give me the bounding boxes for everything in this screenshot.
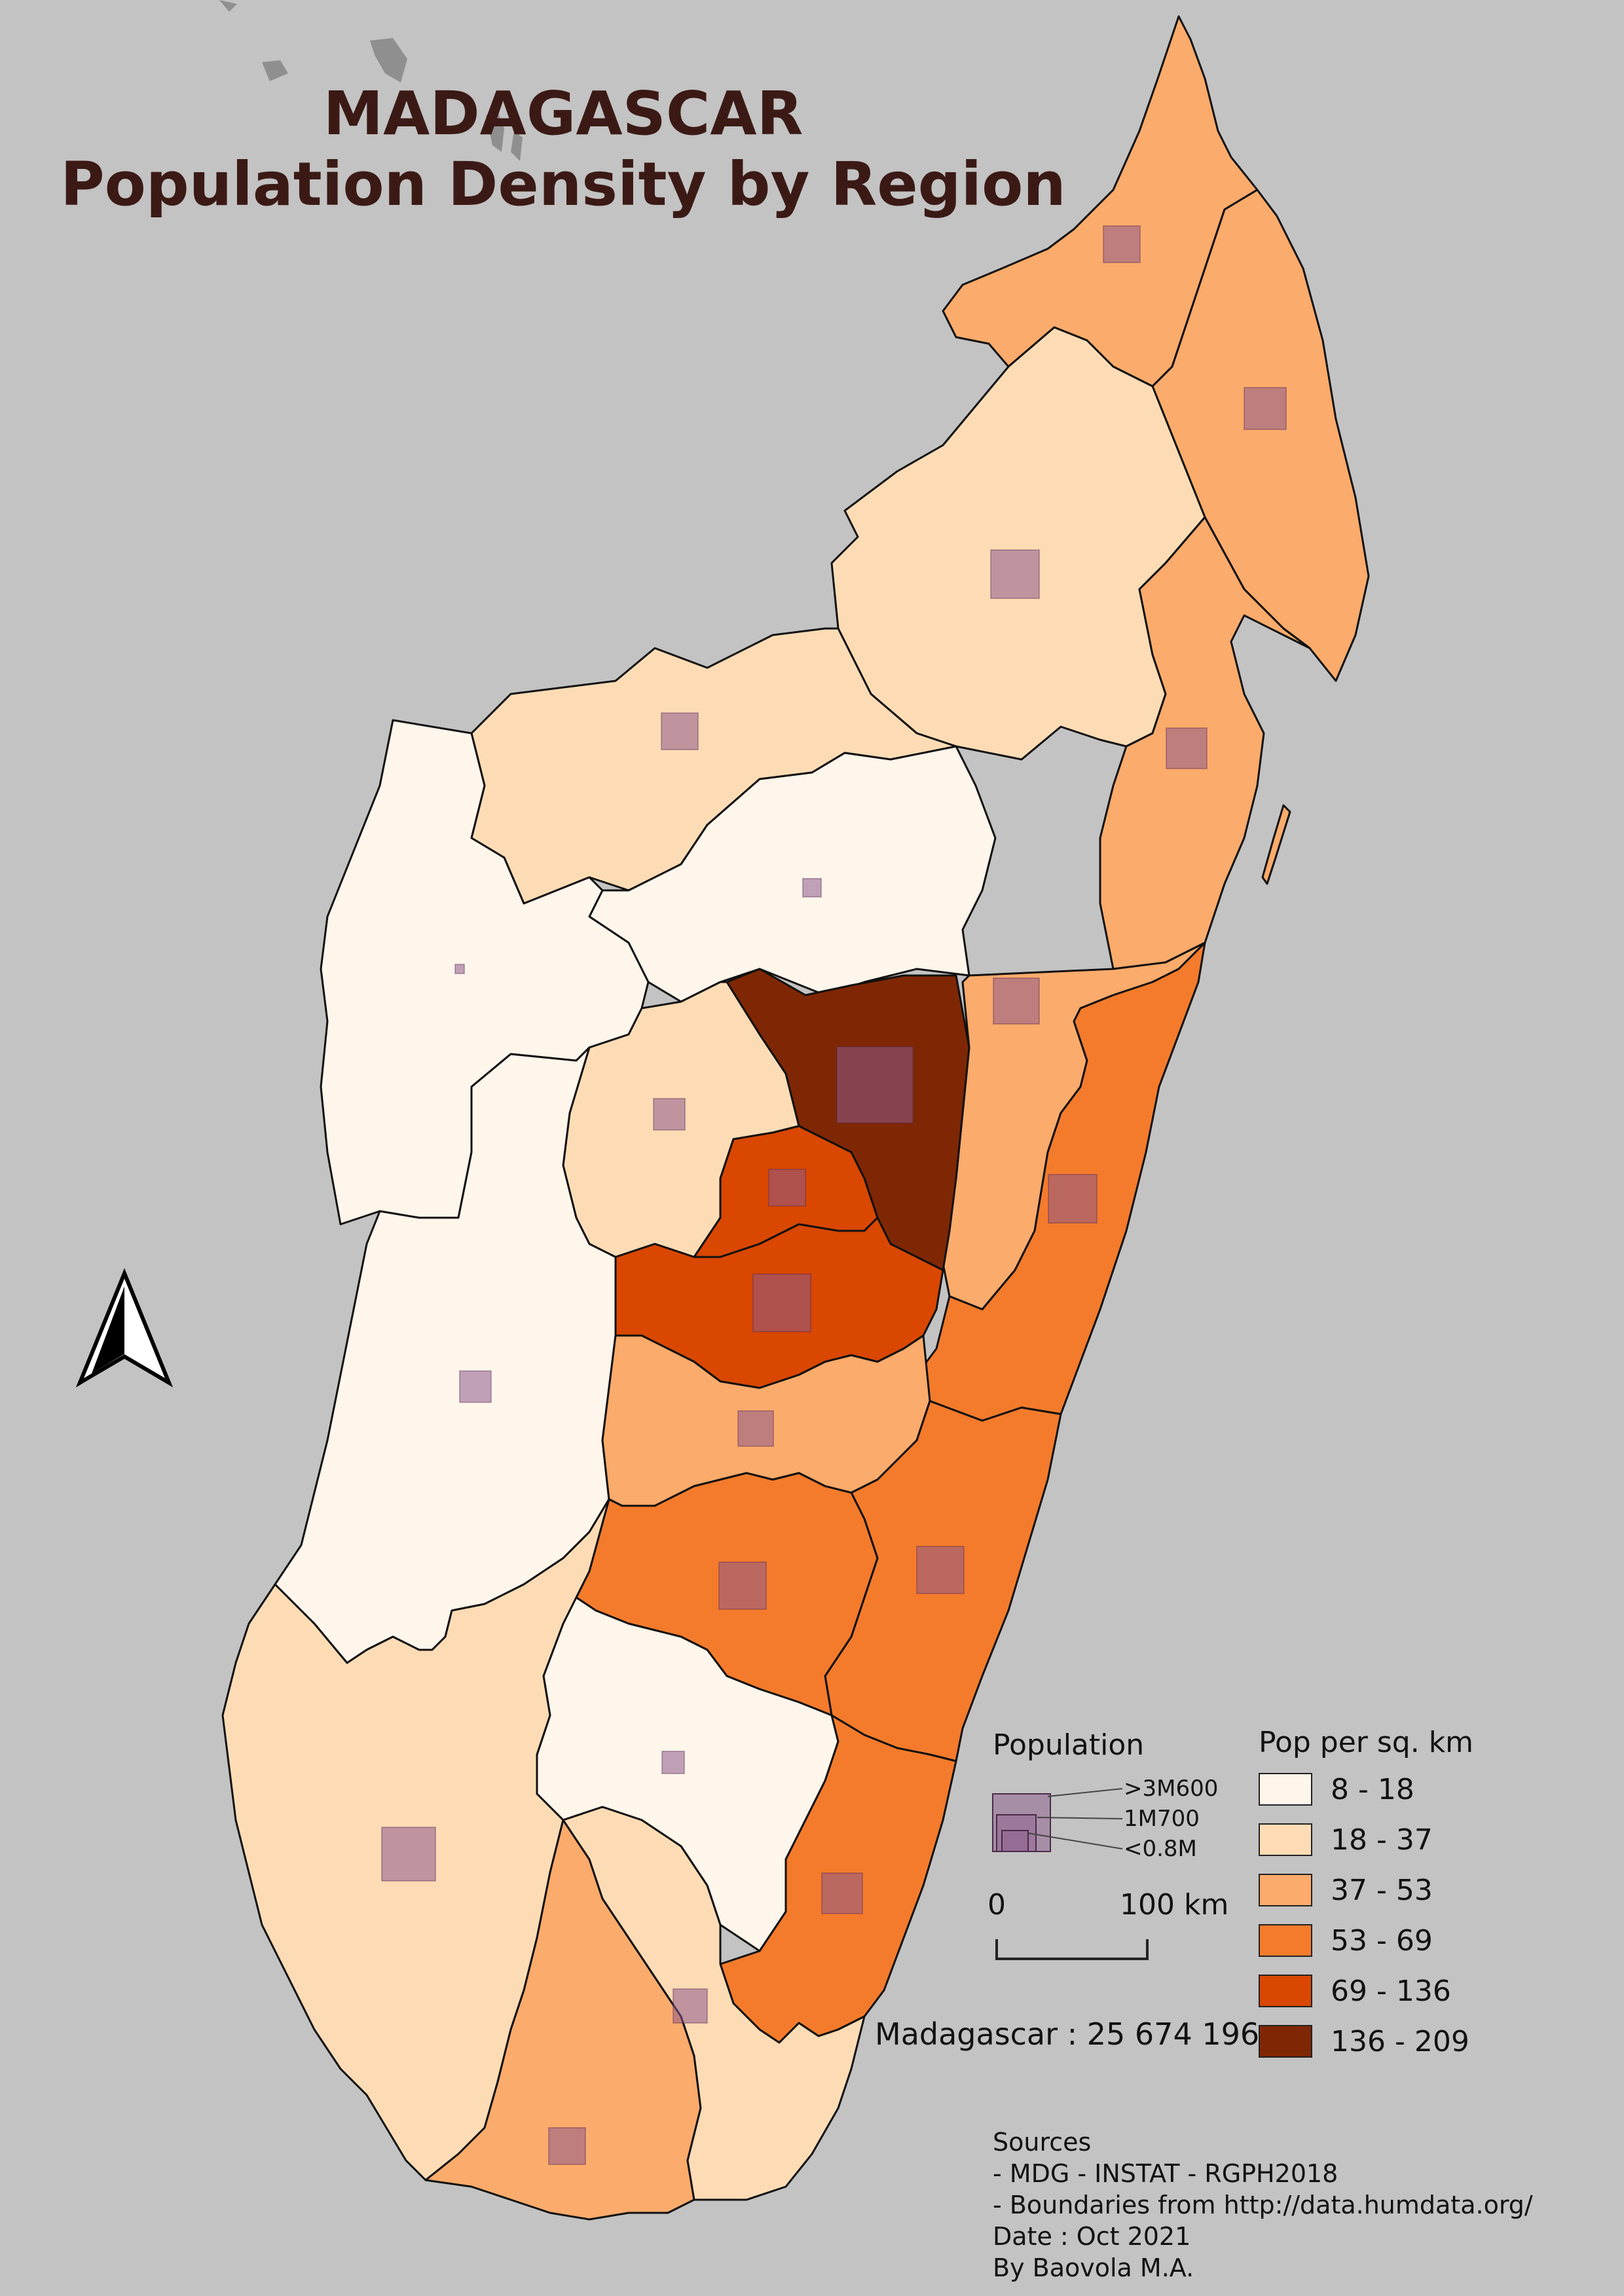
- density-swatch: [1259, 1924, 1312, 1957]
- population-squares: [381, 225, 1287, 2165]
- population-legend-label-medium: 1M700: [1124, 1806, 1200, 1832]
- population-square: [653, 1098, 686, 1131]
- scale-bar: [995, 1939, 1149, 1960]
- population-square: [752, 1273, 811, 1332]
- region-betsiboka: [588, 745, 997, 1003]
- title-line-1: MADAGASCAR: [323, 79, 803, 149]
- sources-line: By Baovola M.A.: [993, 2253, 1194, 2282]
- scale-bar-end-label: 100 km: [1120, 1888, 1229, 1922]
- north-arrow-icon: [75, 1268, 174, 1388]
- population-square: [1166, 727, 1208, 769]
- population-square: [454, 964, 465, 974]
- population-square: [718, 1561, 767, 1610]
- density-swatch: [1259, 1823, 1312, 1856]
- population-square: [836, 1046, 913, 1123]
- total-population: Madagascar : 25 674 196: [875, 2016, 1260, 2052]
- density-legend-title: Pop per sq. km: [1259, 1726, 1474, 1759]
- sources-line: Sources: [993, 2128, 1092, 2157]
- population-legend-symbols: [992, 1788, 1123, 1852]
- region-sava: [1151, 189, 1370, 682]
- sources-line: - MDG - INSTAT - RGPH2018: [993, 2159, 1338, 2188]
- population-square: [661, 1751, 685, 1774]
- density-legend-item: 8 - 18: [1259, 1772, 1414, 1807]
- population-square: [768, 1169, 806, 1207]
- density-swatch: [1259, 1975, 1312, 2007]
- population-square: [802, 878, 822, 898]
- map-title: MADAGASCAR Population Density by Region: [0, 79, 1126, 220]
- population-square: [459, 1370, 492, 1403]
- population-square: [737, 1410, 774, 1447]
- islands: [219, 0, 523, 161]
- density-swatch: [1259, 2025, 1312, 2058]
- population-legend-label-large: >3M600: [1124, 1776, 1219, 1802]
- sources-line: Date : Oct 2021: [993, 2222, 1191, 2251]
- population-square: [381, 1827, 436, 1882]
- density-swatch: [1259, 1874, 1312, 1906]
- population-square: [1244, 387, 1287, 430]
- population-square: [916, 1546, 965, 1594]
- density-legend-item: 53 - 69: [1259, 1923, 1433, 1958]
- density-legend-label: 18 - 37: [1331, 1823, 1433, 1857]
- sources-line: - Boundaries from http://data.humdata.or…: [993, 2191, 1533, 2219]
- scale-bar-start-label: 0: [987, 1888, 1006, 1922]
- density-legend-item: 18 - 37: [1259, 1822, 1433, 1857]
- region-island-sainte-marie: [1261, 804, 1291, 885]
- density-legend-label: 136 - 209: [1331, 2024, 1469, 2058]
- population-square: [661, 712, 699, 750]
- density-legend-label: 37 - 53: [1331, 1873, 1433, 1907]
- density-legend-item: 69 - 136: [1259, 1973, 1451, 2009]
- sources-block: Sources - MDG - INSTAT - RGPH2018 - Boun…: [993, 2126, 1533, 2284]
- population-legend-title: Population: [993, 1728, 1145, 1762]
- region-anosy: [562, 1806, 866, 2201]
- population-square: [548, 2127, 586, 2165]
- density-legend-label: 69 - 136: [1331, 1974, 1451, 2008]
- title-line-2: Population Density by Region: [60, 149, 1066, 219]
- population-square: [821, 1872, 863, 1914]
- population-square: [1103, 225, 1141, 263]
- population-square: [993, 977, 1040, 1025]
- population-legend-label-small: <0.8M: [1124, 1836, 1197, 1862]
- density-legend-label: 53 - 69: [1331, 1923, 1433, 1958]
- density-legend-item: 37 - 53: [1259, 1872, 1433, 1908]
- density-legend-label: 8 - 18: [1331, 1772, 1414, 1806]
- population-square: [1048, 1174, 1098, 1224]
- population-square: [990, 549, 1040, 599]
- density-legend-item: 136 - 209: [1259, 2024, 1469, 2059]
- region-sofia: [830, 326, 1206, 761]
- density-swatch: [1259, 1773, 1312, 1806]
- population-square: [673, 1988, 708, 2024]
